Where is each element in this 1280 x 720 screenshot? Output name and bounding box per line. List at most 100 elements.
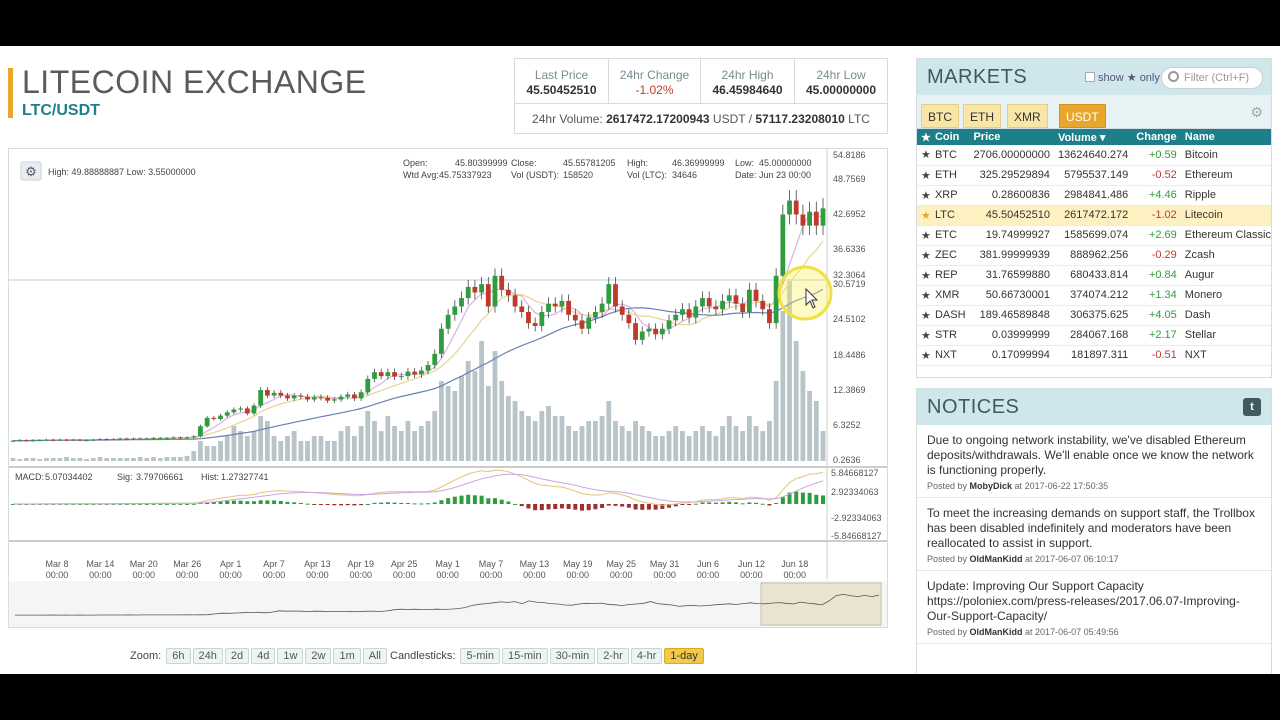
table-row[interactable]: ★ BTC 2706.00000000 13624640.274 +0.59 Bitcoi…: [917, 145, 1271, 166]
favorite-toggle[interactable]: ★: [917, 165, 931, 186]
star-icon[interactable]: ★: [921, 169, 931, 182]
star-icon[interactable]: ★: [921, 149, 931, 162]
candle-option-1-day[interactable]: 1-day: [664, 648, 704, 664]
favorite-toggle[interactable]: ★: [917, 345, 931, 366]
column-header[interactable]: Volume ▾: [1053, 129, 1133, 145]
candle-body: [485, 284, 491, 307]
table-row[interactable]: ★ DASH 189.46589848 306375.625 +4.05 Dash: [917, 305, 1271, 326]
candle-body: [599, 303, 605, 313]
candle-body: [345, 394, 351, 397]
table-row[interactable]: ★ ETH 325.29529894 5795537.149 -0.52 Ethereum: [917, 165, 1271, 186]
favorite-toggle[interactable]: ★: [917, 265, 931, 286]
candle-option-5-min[interactable]: 5-min: [460, 648, 500, 664]
time-tick-label: Jun 18: [781, 559, 808, 569]
table-row[interactable]: ★ LTC 45.50452510 2617472.172 -1.02 Litecoin: [917, 205, 1271, 226]
macd-bar: [626, 504, 631, 508]
zoom-option-2d[interactable]: 2d: [224, 648, 250, 664]
market-tab-usdt[interactable]: USDT: [1059, 104, 1106, 128]
table-row[interactable]: ★ ZEC 381.99999939 888962.256 -0.29 Zcash: [917, 245, 1271, 266]
price-chart[interactable]: 54.8186 48.7569 42.6952 36.6336 32.3064 30.57…: [8, 148, 888, 628]
time-tick-label: 00:00: [740, 570, 763, 580]
candle-option-15-min[interactable]: 15-min: [502, 648, 548, 664]
market-tab-xmr[interactable]: XMR: [1007, 104, 1048, 128]
zoom-option-24h[interactable]: 24h: [192, 648, 223, 664]
change-cell: +1.34: [1132, 285, 1181, 306]
volume-bar: [519, 411, 525, 461]
volume-bar: [271, 436, 277, 461]
star-icon[interactable]: ★: [921, 289, 931, 302]
star-icon[interactable]: ★: [921, 309, 931, 322]
candle-body: [418, 370, 424, 375]
candle-body: [613, 284, 618, 307]
zoom-option-1m[interactable]: 1m: [333, 648, 361, 664]
notice-author[interactable]: MobyDick: [969, 481, 1013, 491]
macd-bar: [566, 504, 571, 509]
volume-bar: [84, 459, 90, 461]
macd-tick-label: -5.84668127: [831, 531, 882, 541]
chart-canvas[interactable]: 54.8186 48.7569 42.6952 36.6336 32.306430.57…: [9, 149, 887, 627]
macd-bar: [64, 503, 69, 505]
favorite-toggle[interactable]: ★: [917, 225, 931, 246]
table-row[interactable]: ★ XRP 0.28600836 2984841.486 +4.46 Ripple: [917, 185, 1271, 206]
candle-body: [505, 289, 511, 296]
column-header[interactable]: Name: [1180, 129, 1271, 145]
checkbox-icon[interactable]: [1085, 72, 1095, 82]
table-row[interactable]: ★ XMR 50.66730001 374074.212 +1.34 Monero: [917, 285, 1271, 306]
chart-settings-button[interactable]: [20, 161, 42, 181]
star-icon[interactable]: ★: [921, 229, 931, 242]
zoom-option-4d[interactable]: 4d: [251, 648, 276, 664]
notice-author[interactable]: OldManKidd: [969, 554, 1023, 564]
macd-bar: [472, 495, 477, 504]
favorite-toggle[interactable]: ★: [917, 285, 931, 306]
price-tick-label: 42.6952: [833, 209, 866, 219]
volume-bar: [746, 416, 752, 461]
macd-bar: [760, 503, 765, 505]
favorite-toggle[interactable]: ★: [917, 305, 931, 326]
candle-option-4-hr[interactable]: 4-hr: [630, 648, 663, 664]
macd-bar: [426, 503, 431, 505]
favorite-toggle[interactable]: ★: [917, 245, 931, 266]
volume-bar: [97, 457, 103, 461]
table-row[interactable]: ★ REP 31.76599880 680433.814 +0.84 Augur: [917, 265, 1271, 286]
column-header[interactable]: Price: [969, 129, 1054, 145]
candle-body: [780, 214, 786, 276]
column-header[interactable]: Coin: [930, 129, 970, 145]
volume-bar: [733, 426, 739, 461]
zoom-option-6h[interactable]: 6h: [166, 648, 191, 664]
macd-bar: [218, 501, 223, 504]
notice-author[interactable]: OldManKidd: [969, 627, 1023, 637]
favorite-toggle[interactable]: ★: [917, 185, 931, 206]
market-tab-eth[interactable]: ETH: [963, 104, 1001, 128]
volume-bar: [298, 441, 304, 461]
table-row[interactable]: ★ STR 0.03999999 284067.168 +2.17 Stellar: [917, 325, 1271, 346]
star-icon[interactable]: ★: [921, 349, 931, 362]
candle-option-30-min[interactable]: 30-min: [549, 648, 596, 664]
table-row[interactable]: ★ ETC 19.74999927 1585699.074 +2.69 Ethereum …: [917, 225, 1271, 246]
star-icon[interactable]: ★: [921, 189, 931, 202]
favorite-toggle[interactable]: ★: [917, 325, 931, 346]
star-icon[interactable]: ★: [921, 209, 931, 222]
zoom-option-All[interactable]: All: [362, 648, 387, 664]
filter-input[interactable]: Filter (Ctrl+F): [1161, 67, 1263, 89]
favorite-toggle[interactable]: ★: [917, 145, 931, 166]
candle-option-2-hr[interactable]: 2-hr: [597, 648, 629, 664]
candle-body: [378, 372, 384, 377]
market-tab-btc[interactable]: BTC: [921, 104, 959, 128]
volume-bar: [264, 421, 270, 461]
twitter-icon[interactable]: t: [1243, 398, 1261, 416]
favorite-toggle[interactable]: ★: [917, 205, 931, 226]
show-starred-only-toggle[interactable]: show ★ only: [1085, 71, 1160, 84]
star-icon[interactable]: ★: [921, 329, 931, 342]
gear-icon[interactable]: ⚙: [1250, 104, 1263, 120]
macd-bar: [385, 502, 390, 504]
zoom-option-2w[interactable]: 2w: [305, 648, 332, 664]
zoom-option-1w[interactable]: 1w: [277, 648, 304, 664]
volume-bar: [305, 441, 310, 461]
volume-bar: [773, 381, 779, 461]
volume-bar: [77, 458, 83, 461]
star-icon[interactable]: ★: [921, 249, 931, 262]
candle-body: [104, 439, 110, 441]
star-icon[interactable]: ★: [921, 269, 931, 282]
column-header[interactable]: Change: [1132, 129, 1181, 145]
table-row[interactable]: ★ NXT 0.17099994 181897.311 -0.51 NXT: [917, 345, 1271, 366]
